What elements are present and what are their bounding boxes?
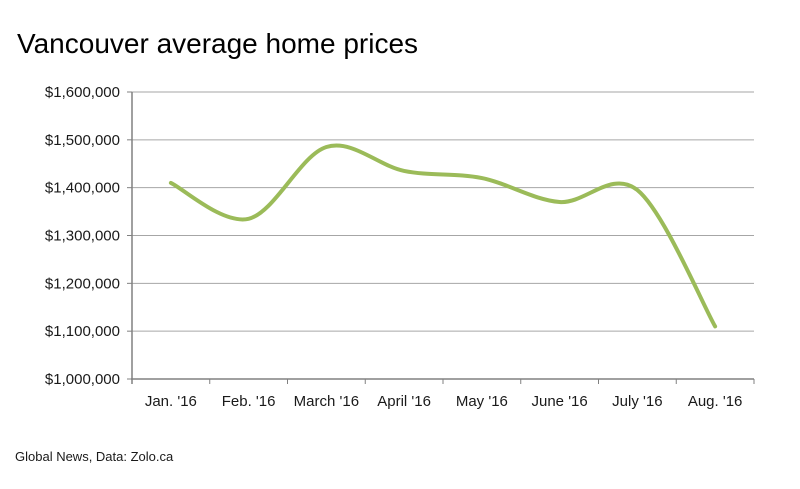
chart-title: Vancouver average home prices	[17, 28, 419, 59]
source-caption: Global News, Data: Zolo.ca	[15, 449, 174, 464]
y-axis-label: $1,100,000	[45, 323, 120, 340]
x-axis-label: March '16	[294, 393, 359, 410]
y-axis-label: $1,300,000	[45, 228, 120, 245]
x-axis-label: Aug. '16	[688, 393, 743, 410]
x-axis-label: Jan. '16	[145, 393, 197, 410]
y-axis-label: $1,000,000	[45, 371, 120, 388]
price-line	[168, 143, 718, 329]
y-axis-label: $1,600,000	[45, 84, 120, 101]
x-axis-label: June '16	[532, 393, 588, 410]
y-axis-label: $1,500,000	[45, 132, 120, 149]
x-axis-label: April '16	[377, 393, 431, 410]
y-axis-label: $1,400,000	[45, 180, 120, 197]
x-axis-label: July '16	[612, 393, 662, 410]
x-axis-label: Feb. '16	[222, 393, 276, 410]
y-axis-label: $1,200,000	[45, 275, 120, 292]
x-axis-label: May '16	[456, 393, 508, 410]
